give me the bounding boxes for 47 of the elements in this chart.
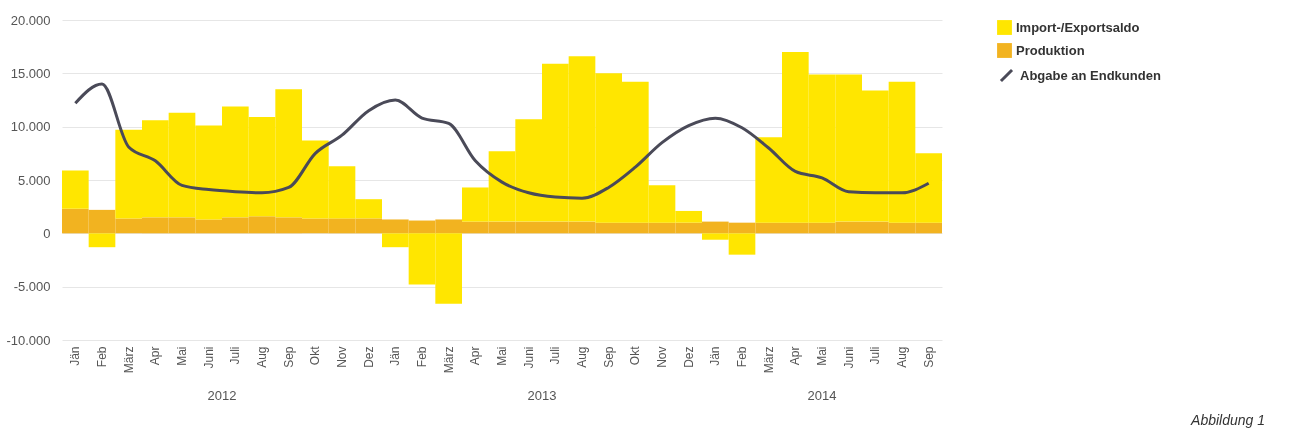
text: 2014: [807, 388, 837, 403]
x-tick-label: Jän: [708, 346, 723, 366]
x-tick-label: Juli: [548, 346, 563, 365]
x-tick-label: Apr: [148, 346, 163, 366]
x-tick-label: Nov: [655, 346, 669, 368]
x-tick-label: Sep: [921, 346, 936, 368]
x-tick-label: Mai: [815, 346, 829, 366]
x-tick-label: Juni: [841, 346, 856, 369]
x-tick-label: März: [441, 346, 456, 374]
y-tick-label: 15.000: [10, 65, 51, 81]
x-tick-label: Apr: [788, 346, 803, 366]
x-tick-label: Feb: [415, 346, 429, 368]
y-tick-label: 10.000: [10, 119, 51, 135]
x-tick-label: Feb: [95, 346, 109, 368]
x-tick-label: Mai: [175, 346, 189, 366]
x-tick-label: Apr: [468, 346, 483, 366]
x-tick-label: Nov: [335, 346, 349, 368]
y-tick-label: 20.000: [10, 12, 51, 28]
x-tick-label: Sep: [601, 346, 616, 368]
x-tick-label: Dez: [681, 346, 696, 368]
x-tick-label: Mai: [495, 346, 509, 366]
y-tick-label: 0: [43, 225, 51, 241]
text: 2013: [527, 388, 557, 403]
text: Abbildung 1: [1191, 412, 1265, 428]
x-tick-label: März: [761, 346, 776, 374]
x-tick-label: Dez: [361, 346, 376, 368]
x-tick-label: Okt: [628, 345, 643, 366]
legend-label: Abgabe an Endkunden: [1020, 67, 1161, 83]
x-tick-label: Juli: [868, 346, 883, 365]
x-tick-label: Jän: [68, 346, 83, 366]
x-tick-label: Juni: [201, 346, 216, 369]
x-tick-label: Okt: [308, 345, 323, 366]
y-tick-label: -10.000: [6, 332, 51, 348]
x-tick-label: Aug: [255, 346, 269, 368]
legend-label: Import-/Exportsaldo: [1016, 19, 1140, 35]
y-tick-label: 5.000: [17, 172, 51, 188]
x-tick-label: Jän: [388, 346, 403, 366]
x-tick-label: Aug: [895, 346, 909, 368]
x-tick-label: März: [121, 346, 136, 374]
x-tick-label: Sep: [281, 346, 296, 368]
x-tick-label: Juni: [521, 346, 536, 369]
legend-label: Produktion: [1016, 42, 1085, 58]
x-tick-label: Aug: [575, 346, 589, 368]
x-tick-label: Feb: [735, 346, 749, 368]
y-tick-label: -5.000: [13, 279, 51, 295]
x-tick-label: Juli: [228, 346, 243, 365]
text: 2012: [207, 388, 237, 403]
